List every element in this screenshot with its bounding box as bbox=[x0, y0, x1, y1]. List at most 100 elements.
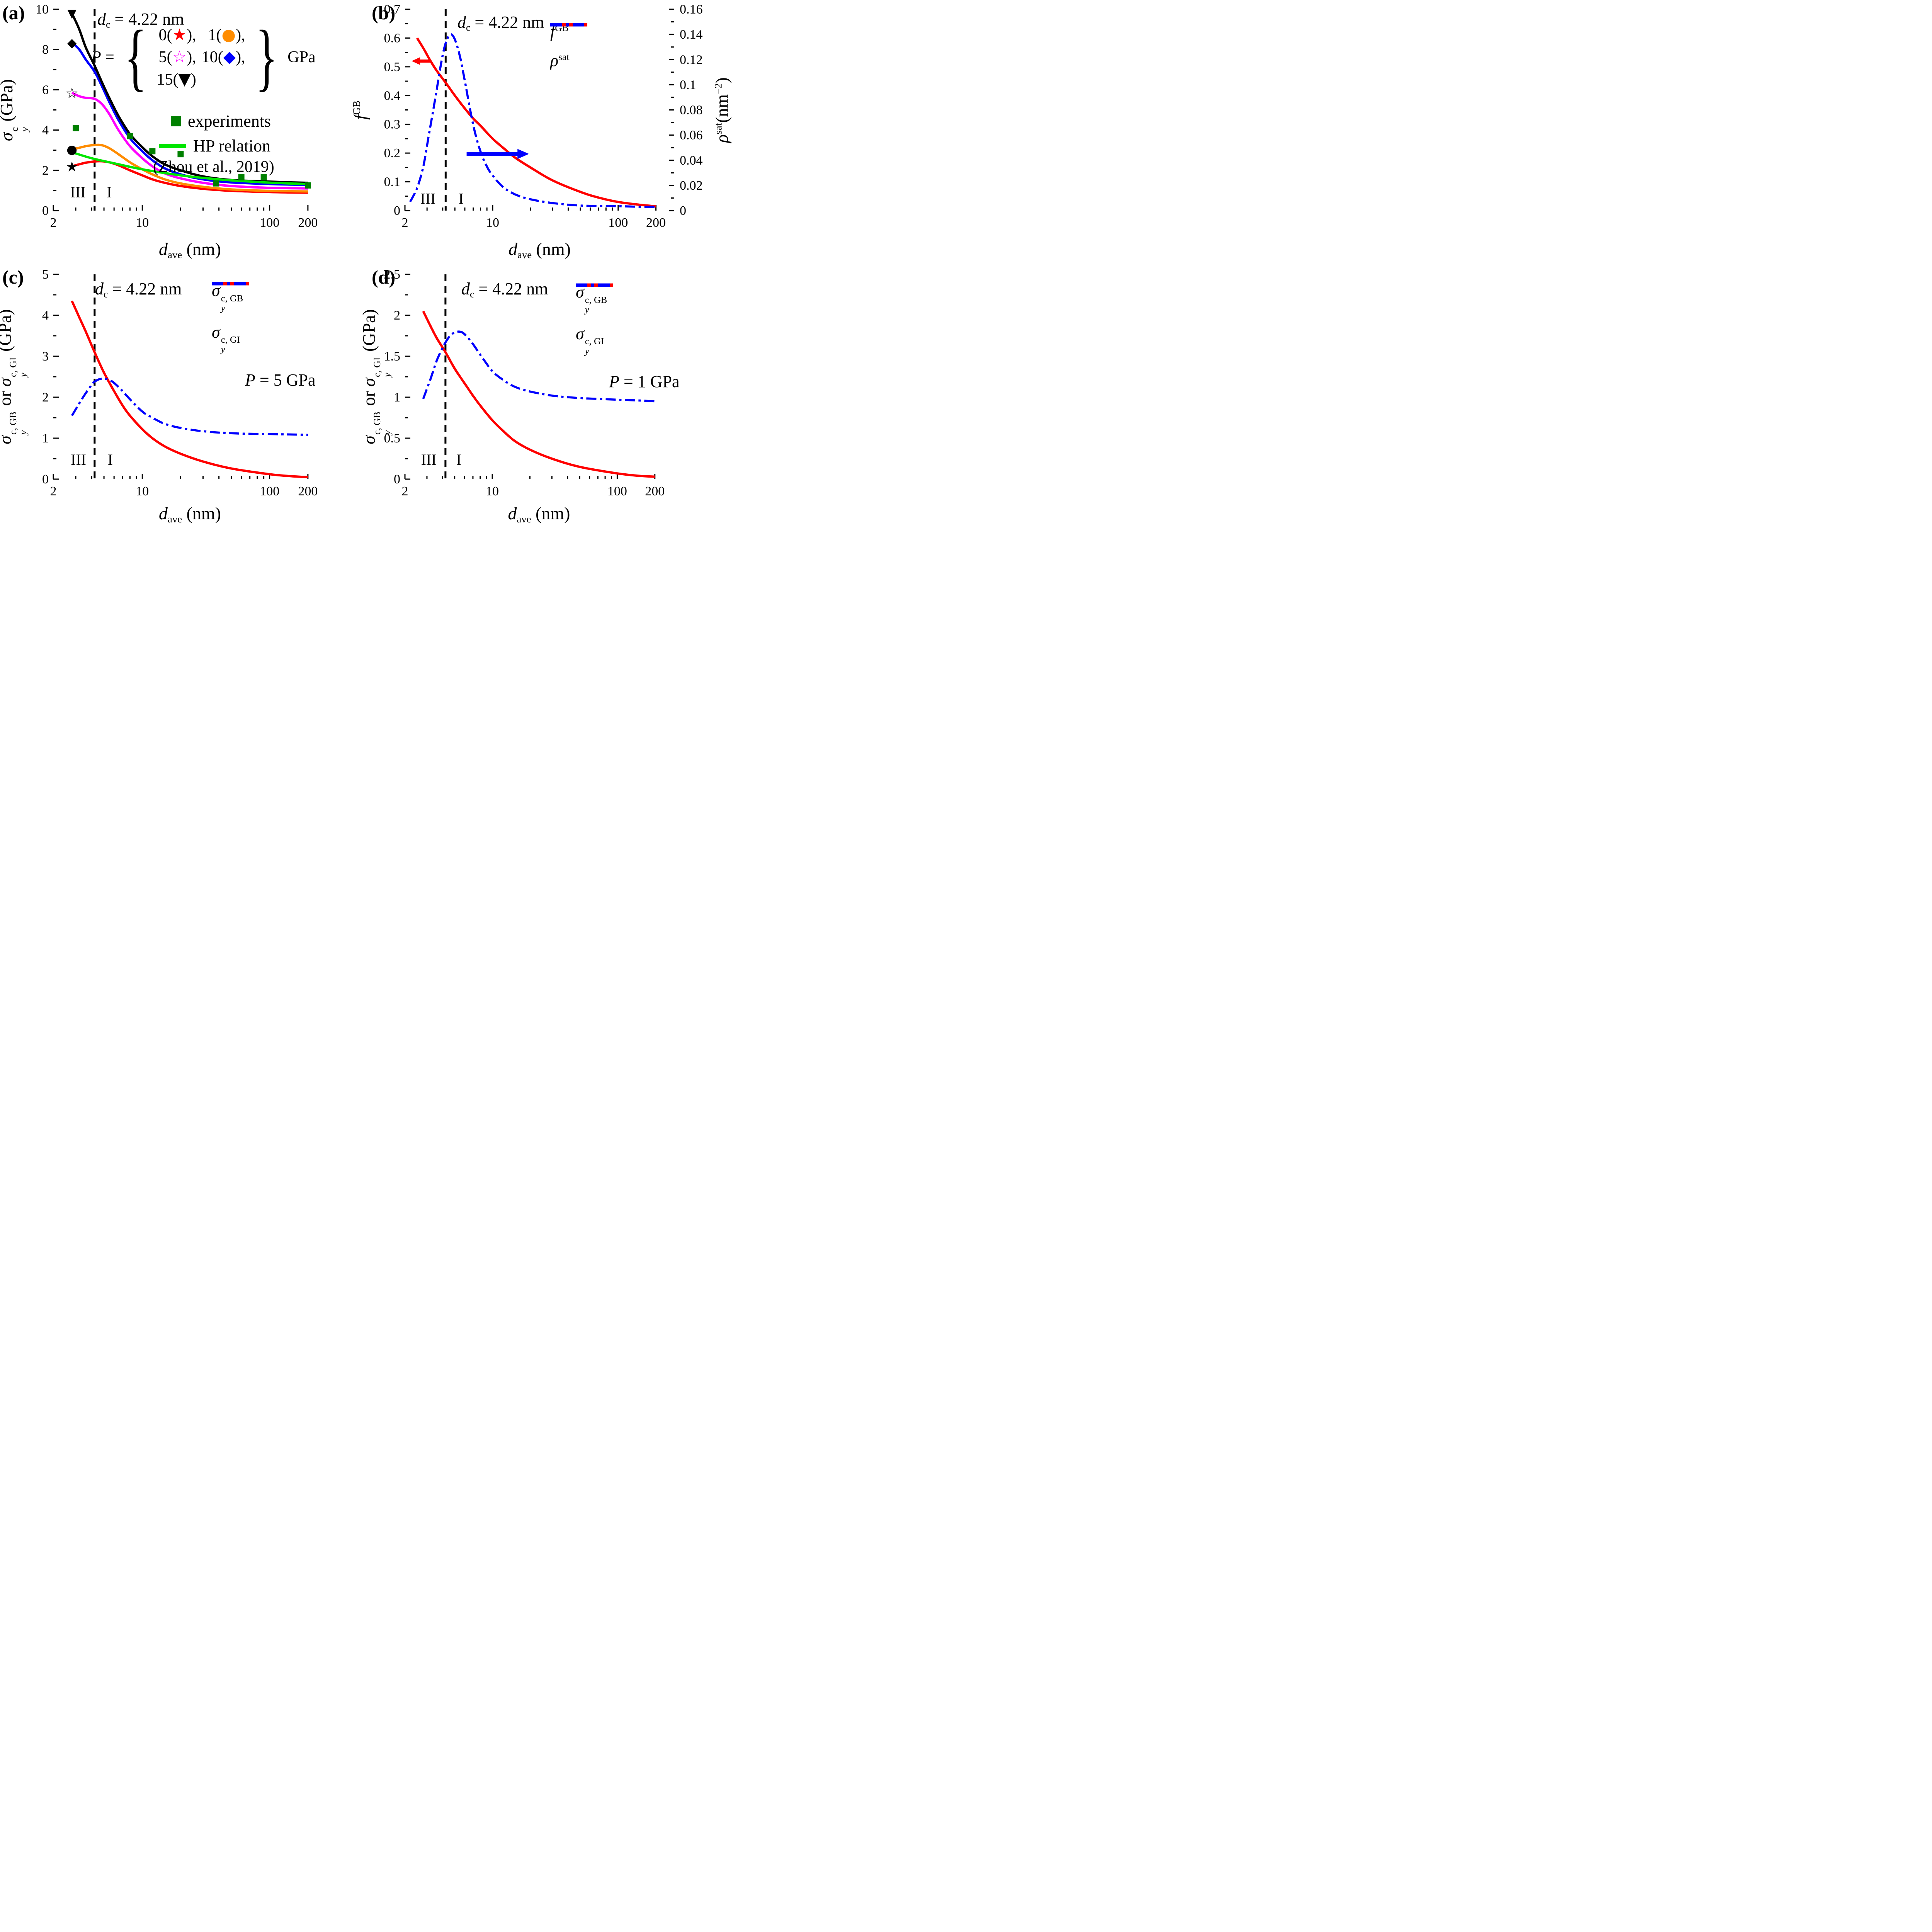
y-tick-label: 0 bbox=[42, 204, 49, 218]
x-axis-label-b: dave (nm) bbox=[509, 239, 571, 260]
y-tick-label: 0.14 bbox=[680, 27, 703, 42]
experiment-point bbox=[177, 151, 184, 158]
y-tick-label: 0 bbox=[680, 204, 686, 218]
series-line-y-c-gi bbox=[422, 330, 655, 403]
experiment-point bbox=[260, 174, 267, 181]
pressure-entry: 1(●), bbox=[208, 25, 245, 44]
pressure-entry: 10(◆), bbox=[201, 47, 245, 66]
legend-label: σ c, GI y bbox=[576, 324, 604, 357]
legend-swatch bbox=[212, 282, 249, 286]
region-label-iii: III bbox=[420, 190, 436, 207]
panel-b-label: (b) bbox=[372, 2, 396, 24]
x-tick-label: 100 bbox=[608, 216, 628, 230]
y-tick-label: 2 bbox=[42, 163, 49, 178]
panel-b: (b) 2 10 100 200 0 0.1 0.2 0.3 0.4 0.5 0.6 0.7 0 0.02… bbox=[350, 0, 739, 264]
pressure-note: P = 5 GPa bbox=[245, 370, 316, 389]
y-axis-label-d-text: σ c, GB y or σ c, GI y (GPa) bbox=[359, 309, 393, 444]
x-tick-label: 10 bbox=[486, 216, 499, 230]
legend-item-y-c-gi: σ c, GI y bbox=[576, 283, 679, 357]
legend-item-experiments: experiments bbox=[171, 111, 271, 131]
y-tick-label: 0.5 bbox=[384, 431, 401, 446]
panel-title-b: dc = 4.22 nm bbox=[457, 13, 544, 33]
y-tick-label: 0.5 bbox=[384, 60, 401, 74]
axis-tick-labels: 2 10 100 200 0 0.5 1 1.5 2 2.5 bbox=[384, 267, 665, 498]
axis-ticks bbox=[404, 274, 656, 480]
right-brace: } bbox=[255, 15, 278, 99]
y-axis-label-left-b-text: fGB bbox=[350, 100, 370, 120]
series-line-y-c-gi bbox=[71, 378, 308, 436]
hp-swatch bbox=[159, 144, 186, 148]
x-axis-label-a: dave (nm) bbox=[159, 239, 221, 260]
x-tick-label: 2 bbox=[402, 484, 408, 498]
y-tick-label: 0 bbox=[42, 472, 49, 486]
region-label-iii: III bbox=[70, 184, 86, 201]
region-label-i: I bbox=[459, 190, 464, 207]
y-tick-label: 0.1 bbox=[680, 78, 696, 92]
region-label-i: I bbox=[108, 451, 113, 468]
x-tick-label: 100 bbox=[607, 484, 627, 498]
axis-tick-labels: 2 10 100 200 0 0.1 0.2 0.3 0.4 0.5 0.6 0.7 0 0.02 0.04… bbox=[384, 2, 703, 230]
series-layer bbox=[71, 300, 308, 478]
axis-ticks bbox=[53, 274, 309, 480]
y-tick-label: 0.1 bbox=[384, 175, 401, 189]
x-tick-label: 10 bbox=[136, 216, 149, 230]
y-tick-label: 10 bbox=[36, 2, 49, 17]
legend-swatch bbox=[550, 23, 587, 27]
y-tick-label: 1 bbox=[42, 431, 49, 446]
panel-a-label: (a) bbox=[2, 2, 25, 24]
x-tick-label: 200 bbox=[298, 484, 318, 498]
experiments-swatch bbox=[171, 116, 181, 126]
series-line-p-0-gpa bbox=[71, 160, 308, 194]
y-tick-label: 0.6 bbox=[384, 31, 401, 45]
legend-item-y-c-gi: σ c, GI y bbox=[212, 282, 315, 355]
series-line-p-10-gpa bbox=[71, 41, 308, 186]
y-tick-label: 0 bbox=[394, 472, 400, 486]
right-axis-arrow bbox=[466, 149, 529, 159]
series-line-hp-relation-zhou-et-al-2019 bbox=[71, 151, 308, 185]
series-line-f-gb bbox=[416, 37, 656, 207]
axis-ticks bbox=[404, 9, 674, 211]
experiment-point bbox=[149, 148, 156, 155]
x-tick-label: 200 bbox=[645, 484, 665, 498]
hp-source-text: (Zhou et al., 2019) bbox=[153, 158, 274, 176]
region-label-i: I bbox=[456, 451, 461, 468]
series-line-p-5-gpa bbox=[71, 92, 308, 190]
y-tick-label: 4 bbox=[42, 308, 49, 323]
hp-source: (Zhou et al., 2019) bbox=[153, 158, 274, 176]
series-start-marker-p-15-gpa: ▼ bbox=[68, 7, 77, 20]
legend-label: σ c, GB y bbox=[212, 281, 243, 313]
x-tick-label: 100 bbox=[260, 484, 279, 498]
experiment-point bbox=[304, 182, 311, 189]
series-layer bbox=[409, 33, 656, 208]
legend: σ c, GB y σ c, GI y P = 1 GPa bbox=[576, 282, 679, 391]
x-axis-label-d: dave (nm) bbox=[508, 503, 570, 525]
pressure-entry: 5(☆), bbox=[158, 47, 196, 66]
y-tick-label: 0.02 bbox=[680, 179, 703, 193]
series-layer bbox=[71, 13, 308, 194]
y-tick-label: 2.5 bbox=[384, 267, 401, 282]
y-tick-label: 0.3 bbox=[384, 117, 401, 132]
y-tick-label: 1 bbox=[394, 390, 400, 405]
series-layer bbox=[422, 311, 655, 478]
y-axis-label-c-text: σc, GBy or σc, GIy (GPa) bbox=[0, 309, 29, 444]
y-tick-label: 2 bbox=[394, 308, 400, 323]
y-tick-label: 0.2 bbox=[384, 146, 401, 160]
axis-ticks bbox=[53, 9, 309, 211]
y-tick-label: 0 bbox=[394, 204, 400, 218]
y-tick-label: 0.4 bbox=[384, 88, 401, 103]
legend-swatch bbox=[576, 283, 613, 287]
series-start-marker-p-1-gpa: ● bbox=[66, 142, 77, 157]
x-axis-label-c: dave (nm) bbox=[159, 503, 221, 525]
x-tick-label: 10 bbox=[136, 484, 149, 498]
y-axis-label-a-text: σcy (GPa) bbox=[0, 79, 31, 141]
legend: fGB ρsat bbox=[550, 22, 587, 70]
left-axis-arrow bbox=[412, 57, 431, 65]
hp-label: HP relation bbox=[193, 136, 270, 155]
legend-label: σ c, GI y bbox=[212, 322, 240, 355]
legend-label: σ c, GB y bbox=[576, 282, 607, 315]
y-tick-label: 1.5 bbox=[384, 349, 401, 364]
